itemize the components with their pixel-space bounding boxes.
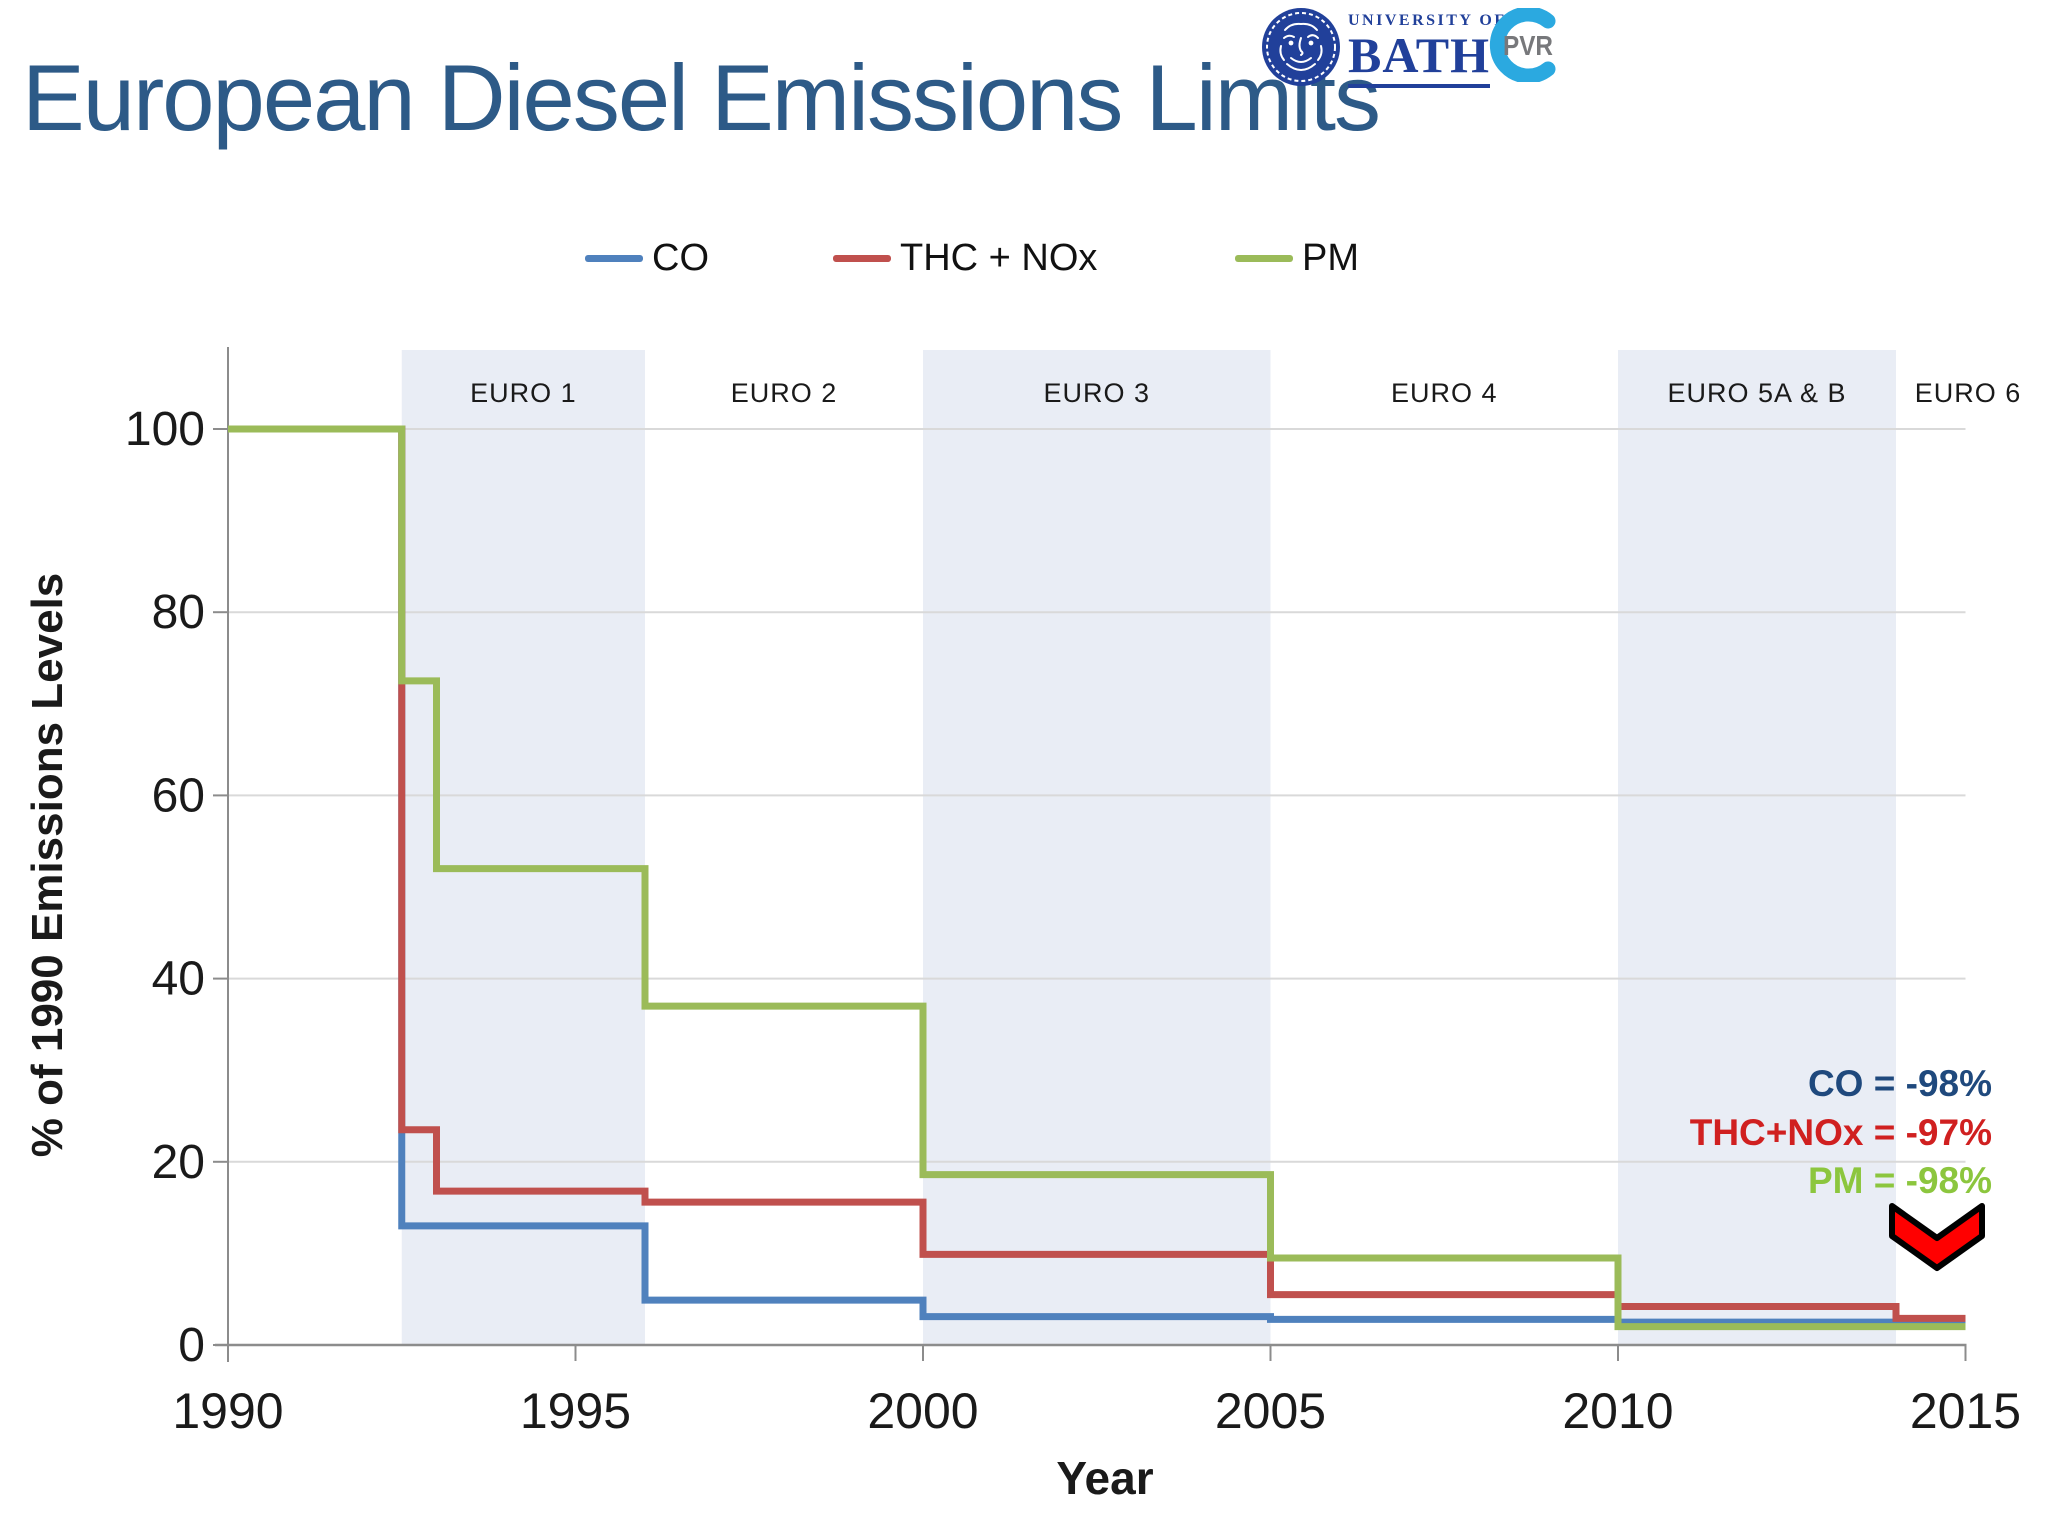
university-of-bath-wordmark: UNIVERSITY OF BATH <box>1348 12 1507 88</box>
gridlines <box>228 428 1966 1163</box>
y-axis-title: % of 1990 Emissions Levels <box>23 573 72 1158</box>
thc-nox-line-swatch <box>833 254 891 262</box>
legend-item-thc-nox: THC + NOx <box>833 236 1097 280</box>
annotation-co: CO = -98% <box>1808 1063 1992 1104</box>
x-axis-title: Year <box>1056 1452 1153 1504</box>
legend-item-pm: PM <box>1235 236 1359 280</box>
y-tick-label: 100 <box>125 403 205 456</box>
euro-band <box>923 350 1271 1345</box>
red-chevron-down-icon <box>1889 1203 1985 1271</box>
pvr-logo: PVR <box>1489 8 1556 82</box>
y-tick-label: 40 <box>152 953 205 1006</box>
series-lines <box>228 425 1966 1331</box>
series-line-pm <box>228 425 1966 1331</box>
tick-labels: EURO 1 EURO 2 EURO 3 EURO 4 EURO 5A & B EURO … <box>125 378 2021 1439</box>
euro-band <box>1618 350 1896 1345</box>
annotation-pm: PM = -98% <box>1808 1160 1992 1201</box>
x-tick-label: 2010 <box>1562 1383 1673 1439</box>
legend-label-pm: PM <box>1302 236 1359 279</box>
euro-band-label: EURO 4 <box>1391 378 1498 408</box>
pm-line-swatch <box>1235 254 1293 262</box>
x-tick-label: 2000 <box>867 1383 978 1439</box>
y-tick-label: 20 <box>152 1136 205 1189</box>
legend-label-co: CO <box>652 236 709 279</box>
x-tick-label: 1990 <box>172 1383 283 1439</box>
y-tick-label: 60 <box>152 769 205 822</box>
euro-band-label: EURO 3 <box>1043 378 1150 408</box>
bath-wordmark-line2: BATH <box>1348 30 1490 88</box>
bath-wordmark-line1: UNIVERSITY OF <box>1348 12 1507 29</box>
euro-band-label: EURO 1 <box>470 378 577 408</box>
university-of-bath-crest-icon <box>1262 8 1340 86</box>
euro-band-label: EURO 2 <box>731 378 838 408</box>
series-line-thc-nox <box>228 425 1966 1322</box>
x-tick-label: 2015 <box>1910 1383 2021 1439</box>
co-line-swatch <box>585 254 643 262</box>
euro-stage-bands <box>401 350 1896 1345</box>
y-tick-label: 80 <box>152 586 205 639</box>
euro-band-label: EURO 6 <box>1915 378 2022 408</box>
x-tick-label: 2005 <box>1215 1383 1326 1439</box>
annotation-thc-nox: THC+NOx = -97% <box>1690 1112 1992 1153</box>
y-tick-label: 0 <box>178 1319 205 1372</box>
legend-item-co: CO <box>585 236 709 280</box>
euro-band <box>401 350 645 1345</box>
axes <box>213 347 1967 1362</box>
pvr-logo-text: PVR <box>1503 30 1553 61</box>
page-title: European Diesel Emissions Limits <box>22 45 1381 150</box>
x-tick-label: 1995 <box>520 1383 631 1439</box>
euro-band-label: EURO 5A & B <box>1667 378 1846 408</box>
legend-label-thc-nox: THC + NOx <box>900 236 1098 279</box>
